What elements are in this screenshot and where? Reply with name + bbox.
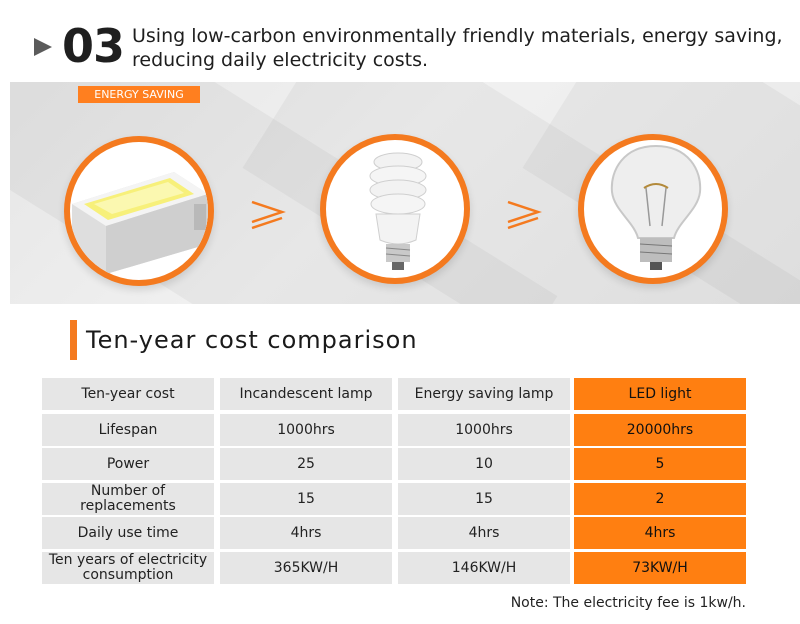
led-chip-circle [64,136,214,286]
incandescent-bulb-icon [610,144,702,270]
incandescent-bulb-circle [578,134,728,284]
column-header: Incandescent lamp [220,378,392,410]
section-title: Ten-year cost comparison [86,326,418,354]
energy-saving-tag: ENERGY SAVING [78,86,200,103]
table-cell: 73KW/H [574,552,746,584]
table-cell: 5 [574,448,746,480]
table-cell: 15 [220,483,392,515]
table-cell: 4hrs [220,517,392,549]
table-cell: 15 [398,483,570,515]
table-cell: 10 [398,448,570,480]
table-cell: 4hrs [574,517,746,549]
table-cell: 146KW/H [398,552,570,584]
table-cell: 1000hrs [398,414,570,446]
table-cell: 25 [220,448,392,480]
cfl-bulb-circle [320,134,470,284]
greater-equal-icon [504,194,544,234]
table-cell: 2 [574,483,746,515]
cfl-spiral-bulb-icon [369,152,427,270]
section-number: 03 [62,19,125,73]
table-row-label: Lifespan [42,414,214,446]
column-header: LED light [574,378,746,410]
table-row-label: Power [42,448,214,480]
table-row-label: Daily use time [42,517,214,549]
footnote: Note: The electricity fee is 1kw/h. [36,588,756,620]
smd-led-chip-icon [72,172,208,274]
table-cell: 365KW/H [220,552,392,584]
table-cell: 20000hrs [574,414,746,446]
headline: Using low-carbon environmentally friendl… [132,25,783,71]
table-row-label: Ten years of electricity consumption [42,552,214,584]
header: 03 Using low-carbon environmentally frie… [0,0,800,80]
title-accent-bar [70,320,77,360]
table-cell: 1000hrs [220,414,392,446]
greater-equal-icon [248,194,288,234]
column-header: Ten-year cost [42,378,214,410]
play-arrow-icon [34,38,52,56]
table-cell: 4hrs [398,517,570,549]
table-row-label: Number of replacements [42,483,214,515]
column-header: Energy saving lamp [398,378,570,410]
